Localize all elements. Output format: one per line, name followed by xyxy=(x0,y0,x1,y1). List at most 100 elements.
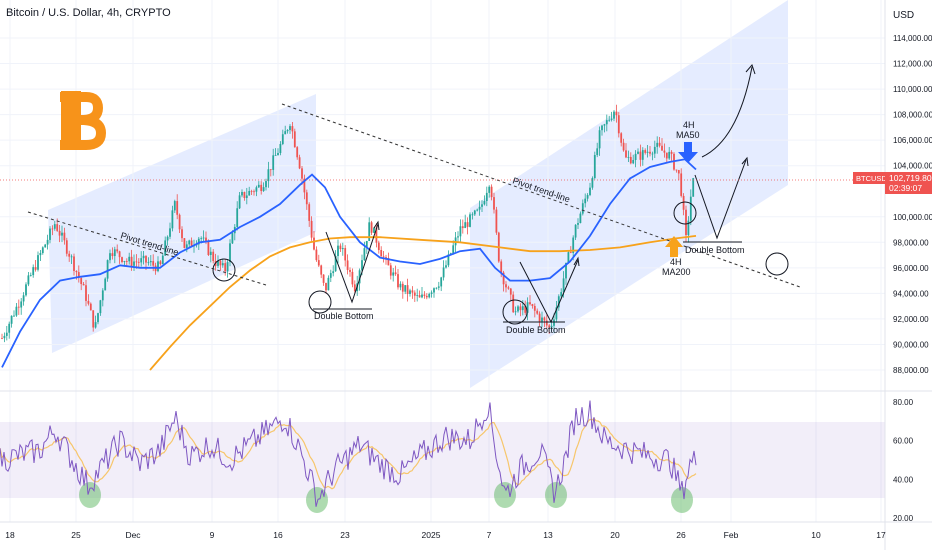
candle-body xyxy=(370,222,373,233)
candle-body xyxy=(133,261,135,266)
candle-body xyxy=(423,294,426,296)
candle-body xyxy=(109,253,111,261)
candle-body xyxy=(37,255,39,270)
candle-body xyxy=(128,256,131,262)
candle-body xyxy=(593,155,596,179)
price-axis[interactable]: 114,000.00 112,000.00 110,000.00 108,000.00… xyxy=(893,34,932,375)
candle-body xyxy=(692,178,695,197)
candle-body xyxy=(358,270,361,284)
candle-body xyxy=(524,306,527,313)
double-bottom-label-1: Double Bottom xyxy=(314,311,374,321)
price-tick-label: 108,000.00 xyxy=(893,111,932,120)
time-tick-label: 13 xyxy=(543,530,553,540)
candle-body xyxy=(332,271,335,274)
candle-body xyxy=(73,256,75,271)
candle-body xyxy=(221,263,224,266)
candle-body xyxy=(394,272,397,275)
time-tick-label: 17 xyxy=(876,530,886,540)
candle-body xyxy=(579,213,582,224)
candle-body xyxy=(58,230,61,236)
candle-body xyxy=(85,285,87,301)
oversold-marker xyxy=(494,482,516,508)
candle-body xyxy=(245,195,248,199)
candle-body xyxy=(644,150,647,153)
candle-body xyxy=(315,249,318,261)
candle-body xyxy=(351,271,354,285)
candle-body xyxy=(92,310,95,328)
time-axis[interactable]: 18 25 Dec 9 16 23 2025 7 13 20 26 Feb 10 17 xyxy=(5,530,886,540)
candle-body xyxy=(250,190,253,192)
rsi-tick-label: 60.00 xyxy=(893,437,914,446)
candle-body xyxy=(320,265,323,275)
candle-body xyxy=(685,209,687,236)
candle-body xyxy=(209,251,212,255)
candle-body xyxy=(634,153,637,160)
candle-body xyxy=(553,319,555,326)
candle-body xyxy=(274,155,277,156)
candle-body xyxy=(416,295,419,296)
candle-body xyxy=(260,184,263,192)
candle-body xyxy=(25,284,27,296)
candle-body xyxy=(97,313,99,323)
candle-body xyxy=(140,258,143,263)
candle-body xyxy=(471,214,474,216)
candle-body xyxy=(613,111,615,119)
circle-marker xyxy=(212,258,236,282)
candle-body xyxy=(63,232,66,241)
price-tick-label: 114,000.00 xyxy=(893,34,932,43)
candle-body xyxy=(461,226,464,229)
candle-body xyxy=(202,237,205,239)
candle-body xyxy=(550,325,553,328)
candle-body xyxy=(8,323,11,333)
candle-body xyxy=(632,159,635,164)
candle-body xyxy=(411,290,414,293)
candle-body xyxy=(526,302,529,313)
candle-body xyxy=(265,181,267,188)
candle-body xyxy=(485,192,488,201)
candle-body xyxy=(574,224,577,238)
candle-body xyxy=(349,270,351,272)
candle-body xyxy=(521,306,524,311)
candle-body xyxy=(567,252,570,263)
candle-body xyxy=(490,186,493,198)
candle-body xyxy=(113,249,116,257)
candle-body xyxy=(82,284,85,286)
candle-body xyxy=(452,245,455,254)
rsi-tick-label: 20.00 xyxy=(893,514,914,523)
candle-body xyxy=(514,311,517,313)
time-tick-label: 26 xyxy=(676,530,686,540)
candle-body xyxy=(577,223,579,225)
price-tag-value: 102,719.80 xyxy=(889,173,932,183)
candle-body xyxy=(339,245,342,250)
candle-body xyxy=(557,296,560,308)
candle-body xyxy=(608,119,611,121)
currency-label[interactable]: USD xyxy=(893,10,915,21)
oversold-marker xyxy=(79,482,101,508)
candle-body xyxy=(459,226,462,237)
projection-curve xyxy=(701,66,753,158)
candle-body xyxy=(75,270,78,273)
candle-body xyxy=(267,169,270,182)
candle-body xyxy=(555,307,558,320)
candle-body xyxy=(135,261,138,263)
candle-body xyxy=(190,240,193,247)
candle-body xyxy=(39,253,42,256)
candle-body xyxy=(500,261,503,273)
ma50-name-label: MA50 xyxy=(676,130,700,140)
candle-body xyxy=(418,295,421,298)
candle-body xyxy=(495,209,498,233)
price-tick-label: 104,000.00 xyxy=(893,162,932,171)
candle-body xyxy=(651,153,654,155)
candle-body xyxy=(169,228,171,237)
candle-body xyxy=(363,248,366,261)
candle-body xyxy=(248,190,251,196)
candle-body xyxy=(272,155,275,170)
candle-body xyxy=(505,284,507,288)
candle-body xyxy=(149,261,152,263)
rsi-axis[interactable]: 80.00 60.00 40.00 20.00 xyxy=(893,398,914,523)
candle-body xyxy=(442,267,445,278)
candle-body xyxy=(401,283,404,292)
candle-body xyxy=(682,195,685,210)
